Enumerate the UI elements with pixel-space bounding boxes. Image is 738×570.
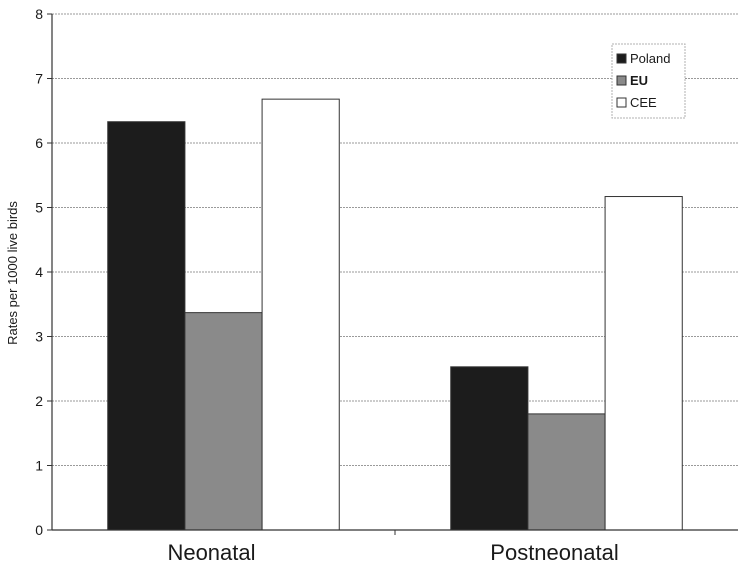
y-tick-label: 5 xyxy=(35,200,43,216)
legend-label-cee: CEE xyxy=(630,95,657,110)
legend-label-eu: EU xyxy=(630,73,648,88)
y-tick-label: 0 xyxy=(35,522,43,538)
y-tick-label: 4 xyxy=(35,264,43,280)
bar-poland-postneonatal xyxy=(450,366,529,531)
y-tick-label: 3 xyxy=(35,329,43,345)
bars xyxy=(107,98,683,531)
bar-poland-neonatal xyxy=(107,121,186,531)
legend-label-poland: Poland xyxy=(630,51,670,66)
x-category-label: Postneonatal xyxy=(490,540,618,565)
legend-swatch-eu xyxy=(616,75,627,86)
bar-eu-neonatal xyxy=(184,312,263,531)
x-category-label: Neonatal xyxy=(167,540,255,565)
y-axis-label: Rates per 1000 live birds xyxy=(5,201,20,345)
y-tick-label: 1 xyxy=(35,458,43,474)
legend-swatch-cee xyxy=(616,97,627,108)
y-tick-label: 8 xyxy=(35,6,43,22)
legend: Poland EU CEE xyxy=(611,43,686,119)
axes: 0 1 2 3 4 5 6 7 8 Neonatal Postneonatal xyxy=(35,6,738,565)
bar-cee-postneonatal xyxy=(604,196,683,531)
y-tick-label: 7 xyxy=(35,71,43,87)
y-tick-label: 6 xyxy=(35,135,43,151)
bar-cee-neonatal xyxy=(261,98,340,531)
legend-swatch-poland xyxy=(616,53,627,64)
bar-eu-postneonatal xyxy=(527,413,606,531)
y-tick-label: 2 xyxy=(35,393,43,409)
